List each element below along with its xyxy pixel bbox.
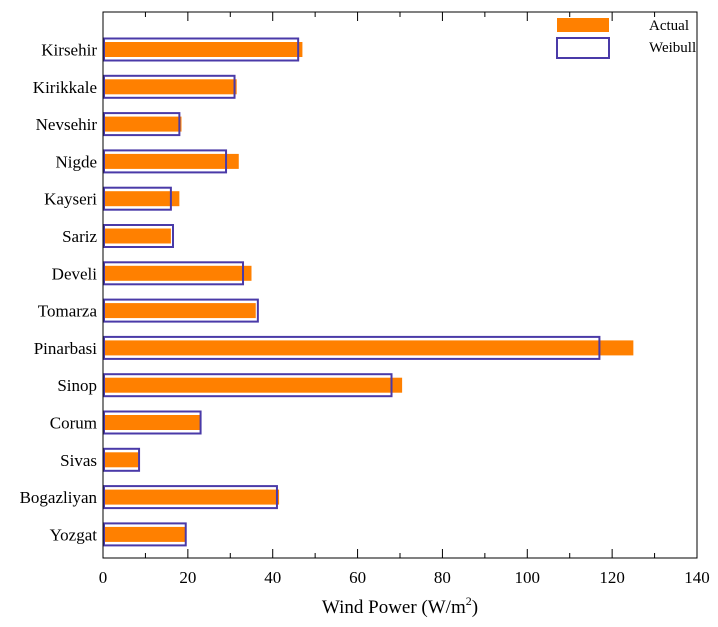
category-label-develi: Develi [52, 264, 98, 283]
bar-weibull-nevsehir [103, 112, 181, 137]
x-tick-label: 120 [599, 568, 625, 587]
category-labels: Kirsehir Kirikkale Nevsehir Nigde Kayseri Sar… [20, 41, 98, 545]
category-label-kayseri: Kayseri [44, 190, 97, 209]
category-label-sinop: Sinop [57, 376, 97, 395]
legend-swatch-actual [557, 18, 609, 32]
x-tick-label: 0 [99, 568, 108, 587]
x-axis-title-superscript: 2 [466, 594, 472, 608]
legend-label-weibull: Weibull [649, 40, 696, 56]
bar-actual-sariz [103, 228, 171, 244]
category-label-tomarza: Tomarza [38, 302, 98, 321]
legend-swatch-weibull [556, 37, 610, 59]
bar-weibull-bogazliyan [103, 485, 278, 510]
bar-actual-yozgat [103, 526, 186, 542]
bar-actual-kirikkale [103, 79, 237, 95]
x-tick-label: 60 [349, 568, 366, 587]
category-label-kirsehir: Kirsehir [41, 41, 97, 60]
category-label-kirikkale: Kirikkale [33, 78, 97, 97]
bar-weibull-kirsehir [103, 37, 300, 62]
category-label-nevsehir: Nevsehir [36, 115, 98, 134]
bar-actual-kayseri [103, 191, 180, 207]
x-tick-label: 100 [515, 568, 541, 587]
bar-weibull-develi [103, 261, 245, 286]
category-label-nigde: Nigde [55, 152, 97, 171]
bar-actual-tomarza [103, 303, 256, 319]
bar-actual-corum [103, 415, 201, 430]
bar-weibull-pinarbasi [103, 335, 601, 360]
x-tick-label: 140 [684, 568, 710, 587]
bars-layer [103, 37, 634, 547]
category-label-bogazliyan: Bogazliyan [20, 488, 98, 507]
bar-actual-sinop [103, 377, 403, 393]
category-label-corum: Corum [50, 414, 97, 433]
bar-weibull-sivas [103, 447, 141, 472]
legend: Actual Weibull [556, 18, 696, 59]
x-tick-label: 80 [434, 568, 451, 587]
bar-weibull-nigde [103, 149, 228, 174]
x-tick-label: 20 [179, 568, 196, 587]
bar-weibull-kayseri [103, 186, 172, 211]
legend-label-actual: Actual [649, 18, 689, 34]
bar-weibull-sariz [103, 224, 175, 248]
bar-actual-pinarbasi [103, 340, 634, 356]
bar-weibull-corum [103, 410, 202, 435]
x-axis-ticks: 0 20 40 60 80 100 120 140 [99, 12, 710, 587]
bar-actual-kirsehir [103, 42, 303, 57]
bar-actual-nevsehir [103, 116, 182, 132]
bar-weibull-yozgat [103, 522, 187, 547]
category-label-yozgat: Yozgat [50, 525, 98, 544]
bar-actual-develi [103, 265, 252, 281]
bar-actual-nigde [103, 153, 239, 169]
bar-actual-bogazliyan [103, 489, 280, 505]
x-axis-title: Wind Power (W/m2) [322, 594, 478, 618]
category-label-pinarbasi: Pinarbasi [34, 339, 98, 358]
x-tick-label: 40 [264, 568, 281, 587]
bar-weibull-kirikkale [103, 74, 236, 99]
bar-weibull-tomarza [103, 298, 259, 323]
category-label-sariz: Sariz [62, 227, 97, 246]
category-label-sivas: Sivas [60, 451, 97, 470]
bar-weibull-sinop [103, 373, 393, 398]
bar-actual-sivas [103, 452, 140, 468]
